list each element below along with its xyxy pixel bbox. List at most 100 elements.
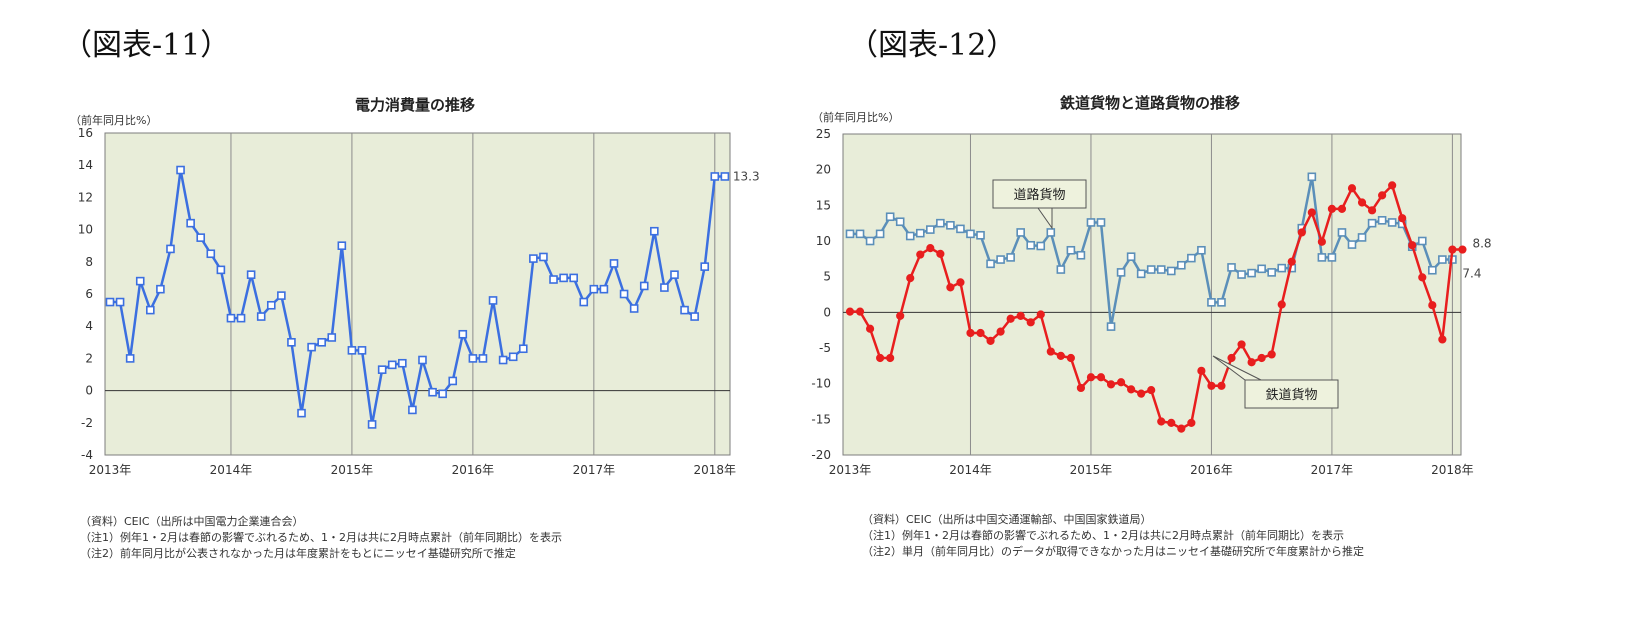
chart-2-series-1-point [1417,236,1427,246]
chart-2-series-2-point [1006,314,1015,323]
chart-2-series-1-point [1086,218,1096,227]
chart-2-series-1-point [1267,268,1276,277]
chart-1-series-1-point [418,355,427,365]
chart-1-y-tick-label: 10 [78,223,93,237]
chart-2-series-1-point [1036,241,1046,251]
chart-1-series-1-point [680,305,689,315]
chart-2-series-1-point [1317,253,1327,262]
chart-1-series-1-point [226,313,236,323]
chart-2-y-tick-label: 5 [823,270,831,284]
chart-2-series-1-point [926,225,935,234]
chart-1-x-tick-label: 2014年 [210,463,253,477]
chart-2-y-tick-label: -15 [811,412,831,426]
chart-1-series-1-point [166,244,175,254]
chart-1: 電力消費量の推移 （前年同月比%） 2013年 2014年 2015年 2016年 2017… [70,96,760,477]
callout-label: 鉄道貨物 [1265,387,1317,403]
chart-1-series-1-point [529,254,538,263]
chart-1-series-1-point [216,265,226,275]
chart-2-series-2-point [1438,335,1447,344]
chart-2-series-2-point [865,324,875,333]
chart-1-series-1-point [448,376,458,386]
chart-1-series-1-point [236,313,246,323]
chart-2-series-1-point [1387,218,1397,227]
chart-2-series-1-point [1066,245,1076,255]
chart-1-series-1-point [468,354,478,363]
chart-1-series-1-point [206,249,216,259]
chart-2-plot-area [842,133,1462,456]
chart-2-title: 鉄道貨物と道路貨物の推移 [1060,94,1240,112]
chart-1-y-tick-label: -4 [81,448,93,462]
figure-12-label: （図表-12） [848,28,1017,63]
chart-2-series-1-point [1026,240,1036,250]
chart-2-series-2-point [956,278,965,287]
chart-1-series-1-point [629,304,639,313]
chart-1-series-1-point [639,281,649,291]
chart-1-series-1-point [690,312,699,321]
chart-2-series-1-point [946,221,955,230]
chart-2-y-tick-label: 25 [816,127,831,141]
chart-2-series-2-point [1337,204,1347,213]
chart-1-series-1-point [367,420,377,429]
chart-2-series-2-point [1127,385,1136,394]
chart-2-series-2-point [1026,318,1035,327]
chart-1-series-1-point [135,276,145,286]
chart-1-series-1-point [619,289,629,299]
chart-2-series-2-point [1418,273,1427,282]
chart-1-series-1-point [579,297,589,307]
chart-2-series-2-point [916,250,925,259]
chart-1-series-1-point [710,172,720,181]
chart-2-series-2-point [1137,389,1146,398]
chart-1-y-tick-label: 16 [78,126,93,140]
chart-2-y-tick-label: 15 [816,198,831,212]
chart-2-data-label: 8.8 [1472,237,1491,251]
chart-2-x-tick-label: 2018年 [1431,463,1474,477]
chart-2-series-1-point [1106,322,1116,331]
chart-2-series-2-point [845,307,855,316]
chart-2-series-1-point [1247,268,1256,278]
chart-2-series-2-point [1458,245,1467,254]
chart-1-series-1-point [478,354,488,363]
chart-1-series-1-point [186,218,195,228]
chart-1-series-1-point [508,352,518,362]
chart-2-series-2-point [1036,310,1045,319]
chart-1-y-tick-label: 14 [78,158,93,172]
chart-2-notes: （資料）CEIC（出所は中国交通運輸部、中国国家鉄道局） （注1）例年1・2月は… [862,512,1364,560]
chart-2-series-1-point [1156,265,1166,274]
callout-box [992,179,1087,209]
chart-2-series-2-point [1257,353,1266,363]
chart-2-series-2-point [1177,424,1186,433]
chart-1-x-tick-label: 2016年 [452,463,495,477]
chart-1-series-1-point [337,241,347,250]
chart-2-series-1-point [1227,263,1236,272]
chart-2-series-1-point [1046,228,1056,237]
chart-1-series-1-point [287,337,296,347]
chart-2-series-2-point [1277,300,1286,309]
chart-1-series-1-point [650,226,659,236]
figure-11-label: （図表-11） [62,28,231,63]
chart-2-series-1-point [1307,172,1317,182]
chart-2-series-2-point [1428,301,1437,310]
chart-2-series-1-point [1116,268,1126,277]
chart-2-series-1-point [966,229,975,239]
chart-1-series-1-point [297,408,306,418]
chart-2-series-2-point [1106,380,1116,389]
chart-1-series-1-point [246,270,256,279]
chart-1-note-2: （注2）前年同月比が公表されなかった月は年度累計をもとにニッセイ基礎研究所で推定 [80,547,516,560]
chart-1-series-1-point [398,358,407,368]
chart-2-series-2-point [1398,214,1407,223]
chart-2: 鉄道貨物と道路貨物の推移 （前年同月比%） 2013年 2014年 2015年 2016年… [811,94,1491,477]
chart-1-y-tick-label: 12 [78,190,93,204]
chart-2-callout-road: 道路貨物 [992,179,1087,230]
chart-2-series-1-point [1327,253,1337,262]
chart-2-series-2-point [936,249,945,258]
chart-2-series-1-point [905,231,915,241]
chart-1-x-tick-label: 2018年 [694,463,737,477]
chart-2-series-2-point [1367,206,1377,215]
chart-1-series-1-point [408,405,417,415]
chart-2-y-tick-label: -5 [819,341,831,355]
chart-2-series-1-point [1257,264,1266,274]
chart-2-series-2-point [996,327,1005,336]
chart-1-note-1: （注1）例年1・2月は春節の影響でぶれるため、1・2月は共に2月時点累計（前年同… [80,531,562,544]
chart-2-series-1-point [1377,216,1387,225]
